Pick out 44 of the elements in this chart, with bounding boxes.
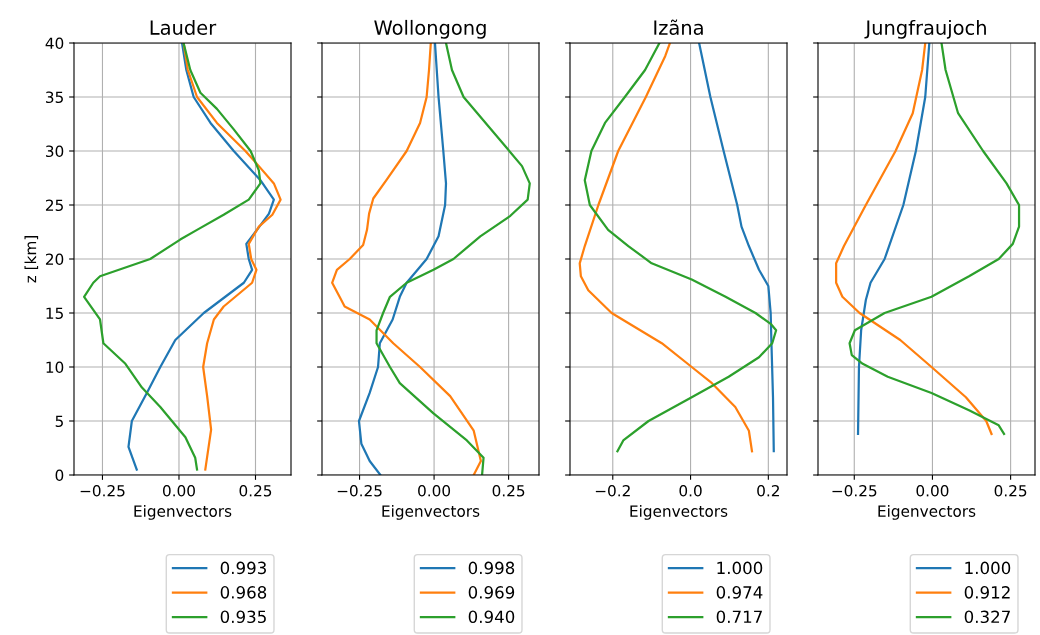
x-axis-title: Eigenvectors bbox=[382, 505, 480, 520]
chart-title: Jungfraujoch bbox=[864, 19, 986, 39]
line-series bbox=[127, 43, 275, 471]
y-tick-label: 5 bbox=[55, 415, 63, 428]
legend-label: 1.000 bbox=[717, 561, 763, 575]
x-tick-label: 0.25 bbox=[492, 484, 525, 497]
legend-label: 0.940 bbox=[468, 610, 515, 624]
x-tick-label: 0.00 bbox=[418, 484, 451, 497]
x-tick-label: 0.2 bbox=[757, 484, 779, 497]
legend-label: 0.969 bbox=[468, 586, 515, 599]
legend-label: 0.912 bbox=[964, 586, 1010, 599]
legend-label: 0.717 bbox=[716, 610, 762, 624]
y-tick-label: 35 bbox=[46, 91, 63, 104]
chart-title: Lauder bbox=[150, 19, 217, 35]
x-tick-label: −0.25 bbox=[80, 484, 125, 497]
y-tick-label: 25 bbox=[45, 199, 63, 212]
x-axis-title: Eigenvectors bbox=[630, 505, 728, 520]
legend-label: 1.000 bbox=[965, 561, 1011, 575]
y-tick-label: 40 bbox=[45, 37, 64, 50]
x-tick-label: 0.00 bbox=[162, 484, 195, 497]
x-tick-label: −0.25 bbox=[337, 484, 382, 497]
x-tick-label: 0.00 bbox=[916, 484, 949, 497]
legend-label: 0.998 bbox=[468, 561, 515, 575]
line-series bbox=[82, 43, 262, 471]
legend-label: 0.993 bbox=[220, 561, 266, 575]
x-tick-label: 0.0 bbox=[679, 484, 702, 497]
y-tick-label: 15 bbox=[46, 307, 63, 320]
legend-label: 0.968 bbox=[220, 586, 267, 599]
x-tick-label: 0.25 bbox=[239, 484, 272, 497]
chart-title: Izãna bbox=[654, 19, 703, 35]
legend-label: 0.327 bbox=[964, 610, 1010, 624]
x-tick-label: −0.25 bbox=[832, 484, 877, 497]
y-tick-label: 20 bbox=[45, 253, 64, 266]
x-tick-label: 0.25 bbox=[994, 484, 1027, 497]
y-tick-label: 0 bbox=[55, 469, 64, 482]
x-axis-title: Eigenvectors bbox=[878, 505, 976, 520]
legend-label: 0.974 bbox=[716, 586, 763, 599]
y-tick-label: 30 bbox=[46, 145, 64, 158]
legend-label: 0.935 bbox=[220, 610, 266, 624]
x-tick-label: −0.2 bbox=[595, 484, 630, 497]
chart-title: Wollongong bbox=[374, 19, 486, 39]
y-axis-title: z [km] bbox=[24, 236, 39, 283]
x-axis-title: Eigenvectors bbox=[134, 505, 232, 520]
y-tick-label: 10 bbox=[46, 361, 64, 374]
